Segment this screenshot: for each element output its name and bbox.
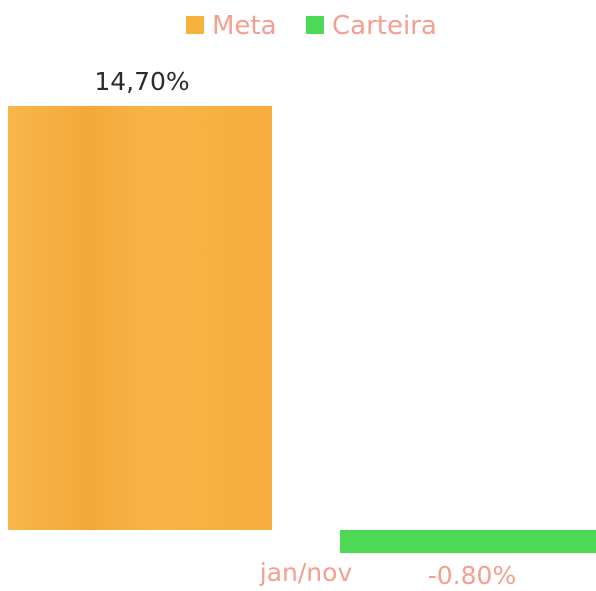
legend-swatch-meta [186,16,204,34]
bar-meta [8,106,272,530]
bar-carteira [340,530,596,554]
legend-label-meta: Meta [212,11,277,41]
legend-swatch-carteira [306,16,324,34]
data-label-carteira: -0.80% [428,561,516,590]
legend-label-carteira: Carteira [332,11,437,41]
data-label-meta: 14,70% [94,67,189,96]
legend: Meta Carteira [186,11,437,41]
category-label: jan/nov [259,558,353,587]
